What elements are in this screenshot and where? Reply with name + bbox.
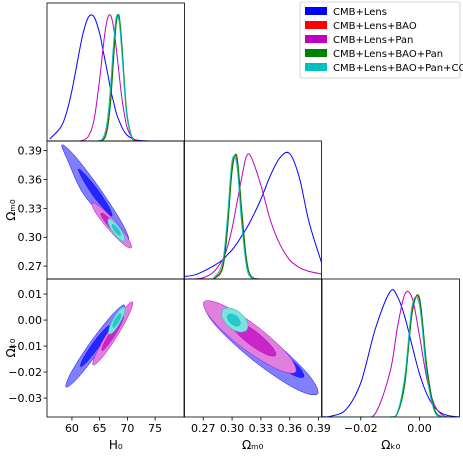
x-axis-label: H₀ bbox=[109, 438, 123, 452]
y-tick-label: −0.01 bbox=[8, 340, 42, 353]
legend-box bbox=[299, 1, 461, 79]
legend-label: CMB+Lens bbox=[333, 7, 387, 18]
y-tick-label: 0.39 bbox=[18, 145, 43, 158]
density-line bbox=[49, 14, 172, 141]
y-tick-label: 0.27 bbox=[18, 260, 43, 273]
density-line bbox=[49, 14, 172, 141]
y-tick-label: 0.33 bbox=[18, 202, 43, 215]
legend-swatch bbox=[305, 21, 327, 29]
density-line bbox=[322, 294, 460, 417]
panel-frame bbox=[321, 278, 460, 418]
contour bbox=[111, 224, 121, 236]
density-line bbox=[184, 155, 322, 279]
x-tick-label: 0.27 bbox=[191, 422, 216, 435]
legend-swatch bbox=[305, 63, 327, 71]
panel bbox=[65, 301, 133, 388]
y-tick-label: 0.01 bbox=[18, 288, 43, 301]
y-tick-label: −0.03 bbox=[8, 392, 42, 405]
legend-label: CMB+Lens+BAO+Pan bbox=[333, 49, 443, 60]
x-tick-label: 0.39 bbox=[306, 422, 331, 435]
x-tick-label: 0.33 bbox=[249, 422, 274, 435]
contour bbox=[78, 168, 113, 217]
panel-frame bbox=[183, 278, 322, 418]
y-tick-label: 0.00 bbox=[18, 314, 43, 327]
contour bbox=[227, 313, 241, 327]
legend-label: CMB+Lens+BAO bbox=[333, 21, 417, 32]
x-axis-label: Ωₖ₀ bbox=[381, 438, 400, 452]
x-tick-label: −0.02 bbox=[344, 422, 378, 435]
panel bbox=[61, 144, 132, 249]
density-line bbox=[322, 295, 460, 417]
x-tick-label: 0.30 bbox=[220, 422, 245, 435]
legend-label: CMB+Lens+Pan bbox=[333, 35, 413, 46]
density-line bbox=[184, 153, 322, 279]
density-line bbox=[322, 296, 460, 417]
panel bbox=[322, 289, 460, 417]
density-line bbox=[322, 290, 460, 417]
legend-swatch bbox=[305, 49, 327, 57]
y-tick-label: 0.30 bbox=[18, 231, 43, 244]
x-tick-label: 0.36 bbox=[278, 422, 303, 435]
x-tick-label: 0.00 bbox=[407, 422, 432, 435]
panel bbox=[184, 151, 322, 279]
density-line bbox=[49, 14, 172, 141]
legend-swatch bbox=[305, 35, 327, 43]
x-tick-label: 65 bbox=[93, 422, 107, 435]
panel-frame bbox=[46, 278, 185, 418]
x-tick-label: 75 bbox=[148, 422, 162, 435]
panel bbox=[49, 13, 172, 141]
density-line bbox=[184, 153, 322, 279]
panel bbox=[203, 300, 319, 396]
legend-swatch bbox=[305, 7, 327, 15]
x-axis-label: Ωₘ₀ bbox=[242, 438, 264, 452]
y-axis-label: Ωₘ₀ bbox=[4, 199, 18, 221]
legend-label: CMB+Lens+BAO+Pan+CC bbox=[333, 63, 463, 74]
x-tick-label: 70 bbox=[120, 422, 134, 435]
contour bbox=[112, 313, 122, 328]
y-tick-label: 0.36 bbox=[18, 173, 43, 186]
density-line bbox=[322, 289, 460, 417]
y-tick-label: −0.02 bbox=[8, 366, 42, 379]
density-line bbox=[184, 151, 322, 277]
x-tick-label: 60 bbox=[65, 422, 79, 435]
y-axis-label: Ωₖ₀ bbox=[4, 338, 18, 357]
panel-frame bbox=[46, 140, 185, 280]
